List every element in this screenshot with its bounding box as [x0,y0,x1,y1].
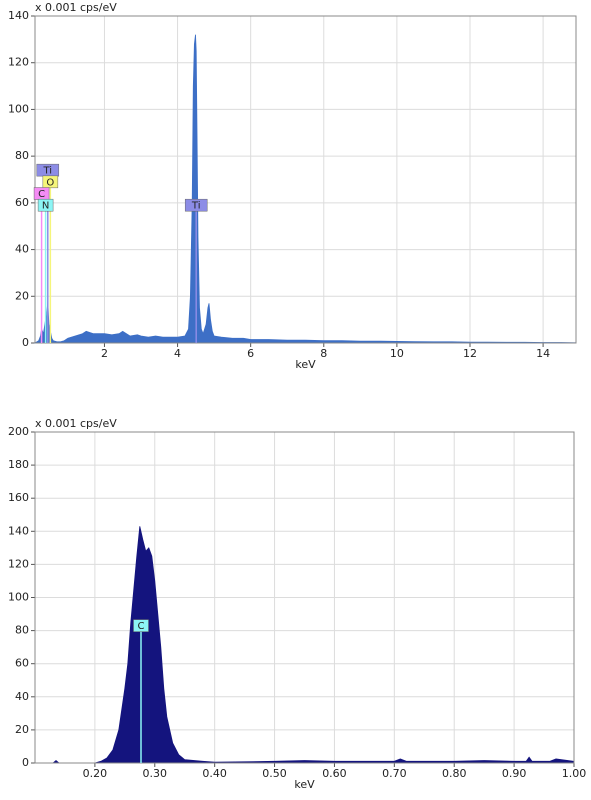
x-tick-label: 4 [174,347,181,360]
y-tick-label: 100 [8,102,29,115]
element-tag [133,619,149,632]
y-tick-label: 20 [15,723,29,736]
element-label: C [138,621,145,632]
x-tick-label: 0.50 [262,767,287,780]
x-tick-label: 2 [101,347,108,360]
y-tick-label: 180 [8,458,29,471]
y-tick-label: 140 [8,524,29,537]
x-axis-label: keV [295,358,316,371]
x-tick-label: 0.20 [83,767,108,780]
y-tick-label: 160 [8,491,29,504]
y-axis-label: x 0.001 cps/eV [35,1,117,14]
x-axis-label: keV [294,778,315,791]
x-tick-label: 0.40 [202,767,227,780]
y-axis-label: x 0.001 cps/eV [35,417,117,430]
y-tick-label: 140 [8,9,29,22]
y-tick-label: 120 [8,56,29,69]
y-tick-label: 60 [15,657,29,670]
y-tick-label: 200 [8,425,29,438]
y-tick-label: 80 [15,624,29,637]
element-tag [42,175,59,189]
x-tick-label: 0.90 [502,767,527,780]
element-label: Ti [191,201,201,212]
x-tick-label: 8 [320,347,327,360]
y-tick-label: 120 [8,557,29,570]
x-tick-label: 0.70 [382,767,407,780]
chart: 0 20 40 60 80 100 120 140 160 180 200 0.20 0.30 0.40 0… [8,417,586,791]
x-tick-label: 0.60 [322,767,347,780]
x-tick-label: 10 [390,347,404,360]
y-tick-label: 60 [15,196,29,209]
x-tick-label: 12 [463,347,477,360]
x-tick-label: 0.80 [442,767,467,780]
chart: 0 20 40 60 80 100 120 140 2 4 6 8 10 12 14 x 0.001 cps/… [8,1,577,371]
element-label: O [46,177,54,188]
spectrum-area [35,526,575,764]
y-tick-label: 20 [15,289,29,302]
element-tag [184,198,208,212]
plot-frame [34,431,575,764]
spectrum-area [33,34,577,344]
x-tick-label: 6 [247,347,254,360]
element-label: Ti [42,166,52,177]
element-label: N [42,201,49,212]
y-tick-label: 0 [22,756,29,769]
element-label: C [38,189,45,200]
x-tick-label: 14 [536,347,550,360]
y-tick-label: 0 [22,336,29,349]
y-tick-label: 80 [15,149,29,162]
x-tick-label: 1.00 [562,767,587,780]
plot-frame [34,15,577,344]
element-tag [37,198,54,212]
y-tick-label: 40 [15,243,29,256]
y-tick-label: 100 [8,591,29,604]
x-tick-label: 0.30 [143,767,168,780]
y-tick-label: 40 [15,690,29,703]
